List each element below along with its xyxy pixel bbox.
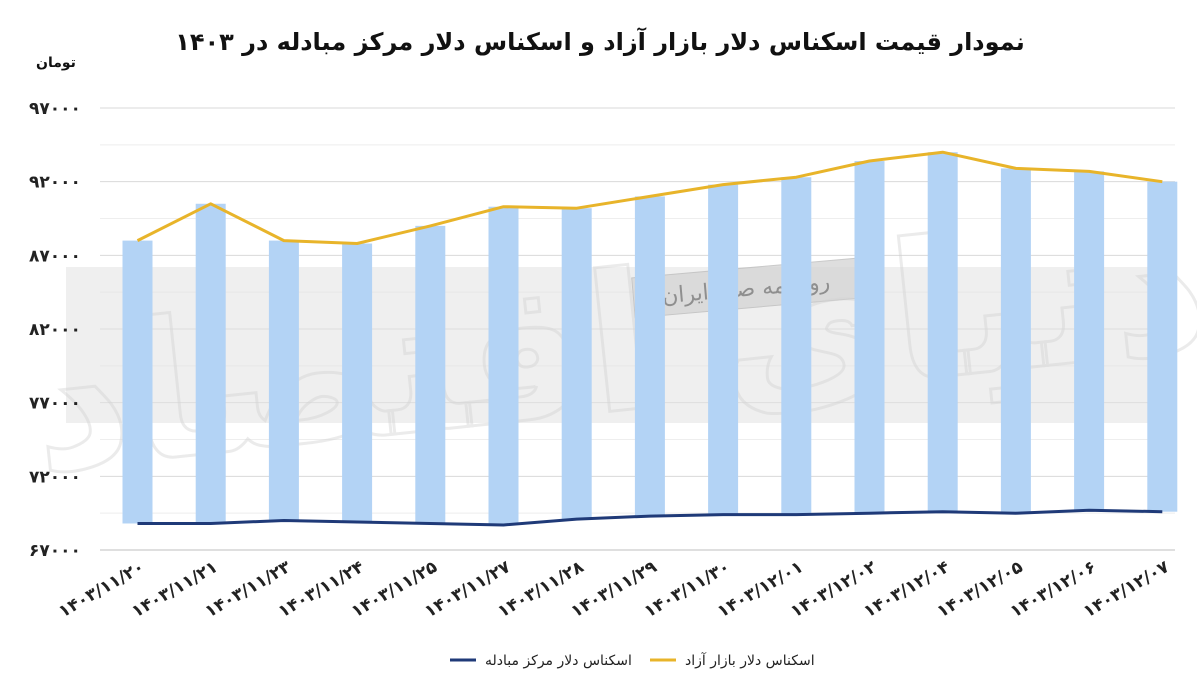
bar xyxy=(342,243,373,523)
y-unit-label: تومان xyxy=(36,55,76,71)
bar xyxy=(1000,168,1031,514)
bar xyxy=(415,225,446,524)
y-tick-label: ۹۲۰۰۰ xyxy=(29,173,81,193)
bar xyxy=(561,208,592,520)
y-tick-label: ۹۷۰۰۰ xyxy=(29,99,81,119)
bar xyxy=(634,196,665,517)
bars xyxy=(122,152,1178,525)
bar xyxy=(488,206,519,525)
bar xyxy=(927,152,958,512)
x-axis: ۱۴۰۳/۱۱/۲۰۱۴۰۳/۱۱/۲۱۱۴۰۳/۱۱/۲۳۱۴۰۳/۱۱/۲۴… xyxy=(55,557,1173,622)
bar xyxy=(781,177,812,515)
series-line-exchange-center xyxy=(137,508,1163,527)
bar xyxy=(268,240,299,521)
y-tick-label: ۷۷۰۰۰ xyxy=(29,394,81,414)
y-tick-label: ۸۷۰۰۰ xyxy=(29,246,81,266)
y-tick-label: ۶۷۰۰۰ xyxy=(29,541,81,561)
legend-label: اسکناس دلار بازار آزاد xyxy=(685,652,815,669)
lines xyxy=(136,150,1163,527)
bar xyxy=(708,184,739,515)
chart-title: نمودار قیمت اسکناس دلار بازار آزاد و اسک… xyxy=(175,27,1025,56)
bar xyxy=(195,203,226,524)
legend-label: اسکناس دلار مرکز مبادله xyxy=(485,653,632,669)
bar xyxy=(854,161,885,514)
bar xyxy=(1074,171,1105,511)
series-line-free-market xyxy=(136,150,1163,245)
bar xyxy=(1147,181,1178,512)
legend: اسکناس دلار بازار آزاد اسکناس دلار مرکز م… xyxy=(450,652,815,669)
y-tick-label: ۸۲۰۰۰ xyxy=(29,320,81,340)
y-tick-label: ۷۲۰۰۰ xyxy=(29,467,81,487)
y-axis: ۶۷۰۰۰ ۷۲۰۰۰ ۷۷۰۰۰ ۸۲۰۰۰ ۸۷۰۰۰ ۹۲۰۰۰ ۹۷۰۰۰ xyxy=(29,99,81,561)
watermark-band xyxy=(66,267,1172,423)
bar xyxy=(122,240,153,524)
